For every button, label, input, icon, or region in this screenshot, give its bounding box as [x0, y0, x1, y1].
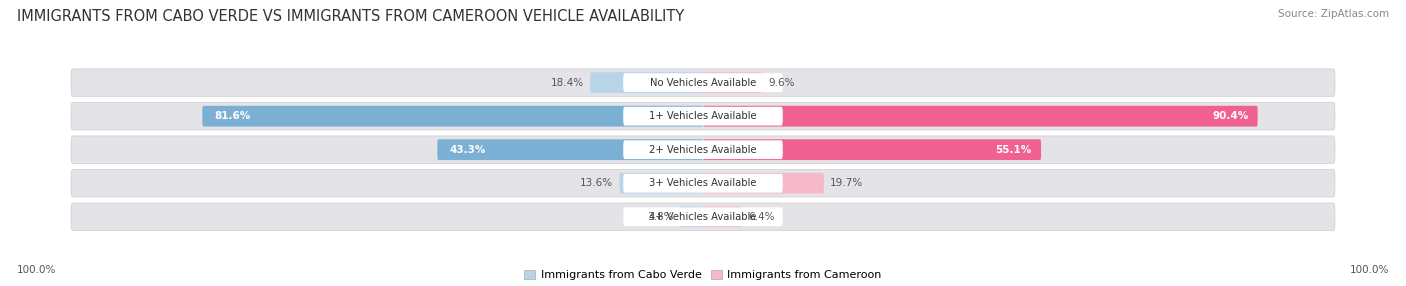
FancyBboxPatch shape — [591, 72, 703, 93]
Legend: Immigrants from Cabo Verde, Immigrants from Cameroon: Immigrants from Cabo Verde, Immigrants f… — [524, 270, 882, 281]
FancyBboxPatch shape — [72, 69, 1334, 96]
Text: 3.8%: 3.8% — [647, 212, 673, 222]
FancyBboxPatch shape — [72, 102, 1334, 130]
Text: 18.4%: 18.4% — [551, 78, 583, 88]
FancyBboxPatch shape — [620, 173, 703, 194]
Text: 43.3%: 43.3% — [450, 145, 486, 155]
FancyBboxPatch shape — [72, 136, 1334, 164]
FancyBboxPatch shape — [679, 206, 703, 227]
Text: 2+ Vehicles Available: 2+ Vehicles Available — [650, 145, 756, 155]
FancyBboxPatch shape — [703, 72, 762, 93]
Text: 100.0%: 100.0% — [17, 265, 56, 275]
Text: 1+ Vehicles Available: 1+ Vehicles Available — [650, 111, 756, 121]
FancyBboxPatch shape — [703, 106, 1257, 127]
Text: 90.4%: 90.4% — [1212, 111, 1249, 121]
Text: 6.4%: 6.4% — [748, 212, 775, 222]
Text: 4+ Vehicles Available: 4+ Vehicles Available — [650, 212, 756, 222]
Text: 55.1%: 55.1% — [995, 145, 1032, 155]
FancyBboxPatch shape — [623, 107, 783, 126]
FancyBboxPatch shape — [623, 207, 783, 226]
Text: No Vehicles Available: No Vehicles Available — [650, 78, 756, 88]
Text: Source: ZipAtlas.com: Source: ZipAtlas.com — [1278, 9, 1389, 19]
FancyBboxPatch shape — [623, 73, 783, 92]
Text: 81.6%: 81.6% — [215, 111, 250, 121]
FancyBboxPatch shape — [703, 173, 824, 194]
Text: 13.6%: 13.6% — [581, 178, 613, 188]
FancyBboxPatch shape — [72, 203, 1334, 231]
FancyBboxPatch shape — [623, 174, 783, 193]
Text: 19.7%: 19.7% — [830, 178, 863, 188]
FancyBboxPatch shape — [72, 170, 1334, 197]
Text: 3+ Vehicles Available: 3+ Vehicles Available — [650, 178, 756, 188]
FancyBboxPatch shape — [703, 139, 1040, 160]
FancyBboxPatch shape — [623, 140, 783, 159]
FancyBboxPatch shape — [703, 206, 742, 227]
FancyBboxPatch shape — [202, 106, 703, 127]
Text: IMMIGRANTS FROM CABO VERDE VS IMMIGRANTS FROM CAMEROON VEHICLE AVAILABILITY: IMMIGRANTS FROM CABO VERDE VS IMMIGRANTS… — [17, 9, 685, 23]
Text: 100.0%: 100.0% — [1350, 265, 1389, 275]
Text: 9.6%: 9.6% — [768, 78, 794, 88]
FancyBboxPatch shape — [437, 139, 703, 160]
